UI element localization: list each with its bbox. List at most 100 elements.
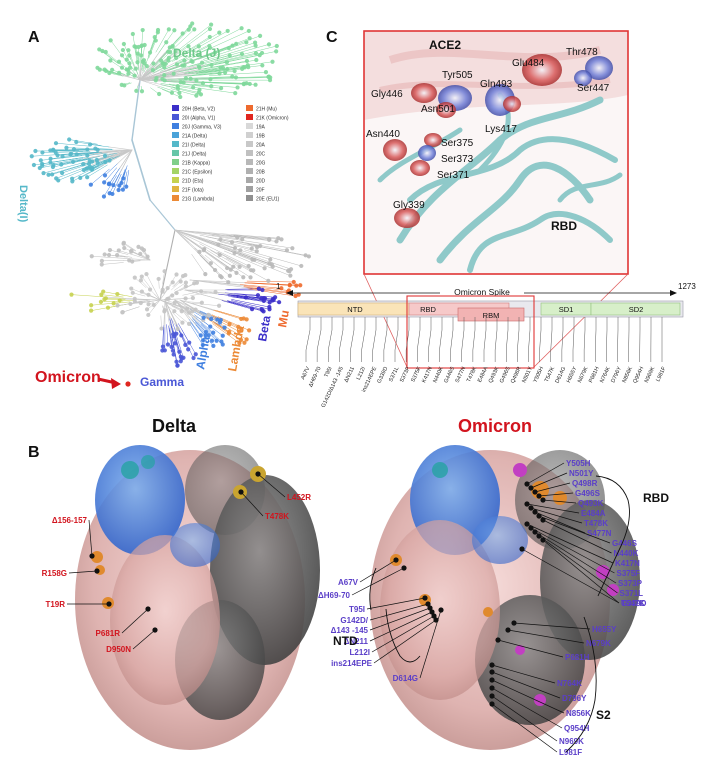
mutation-label: L452R	[287, 493, 311, 502]
spike-mutation-label: N969K	[644, 366, 657, 384]
mutation-label: N764K	[557, 679, 582, 688]
legend-label: 20C	[256, 152, 266, 158]
delta-title: Delta	[152, 416, 197, 436]
clade-label-alpha: Alpha	[193, 335, 213, 371]
rbd-ace2-structure: Gly446 Tyr505 Gln493 Glu484 Thr478 Ser447 Asn5…	[363, 30, 629, 368]
legend-swatch	[172, 168, 179, 174]
legend-swatch	[246, 150, 253, 156]
zoom-connector-right	[533, 273, 629, 368]
legend-swatch	[172, 186, 179, 192]
legend-swatch	[246, 159, 253, 165]
legend-label: 20F	[256, 188, 265, 194]
legend-swatch	[246, 132, 253, 138]
mutation-label: S477N	[587, 529, 612, 538]
rbd-highlight-box	[406, 295, 535, 369]
residue-surfaces	[383, 54, 613, 228]
mutation-label: K417N	[615, 559, 640, 568]
mutation-label: S371L	[620, 589, 644, 598]
mutation-label: D796Y	[562, 694, 587, 703]
legend-swatch	[172, 105, 179, 111]
mutation-label: P681H	[565, 653, 590, 662]
legend-label: 20H (Beta, V2)	[182, 107, 215, 113]
domain-sd1: SD1	[559, 305, 574, 314]
mutation-label: T19R	[45, 600, 65, 609]
clade-label-delta-i: Delta(I)	[17, 185, 29, 223]
mutation-label: Δ156-157	[52, 516, 88, 525]
clade-label-gamma: Gamma	[140, 375, 184, 389]
legend-label: 21D (Eta)	[182, 179, 204, 185]
legend-swatch	[172, 195, 179, 201]
legend-label: 21H (Mu)	[256, 107, 277, 113]
rbd-ribbon	[377, 92, 623, 273]
mutation-label: T547K	[621, 599, 645, 608]
mutation-label: N440K	[614, 549, 639, 558]
mutation-label: P681R	[96, 629, 121, 638]
clade-label-beta: Beta	[255, 314, 273, 342]
mutation-label: ΔN211	[344, 637, 369, 646]
mutation-label: H655Y	[592, 625, 617, 634]
zoom-connector-left	[363, 273, 408, 368]
spike-mutation-label: ΔN211	[344, 366, 356, 383]
legend-label: 20D	[256, 179, 266, 185]
legend-label: 19A	[256, 125, 266, 131]
legend-label: 20B	[256, 170, 266, 176]
legend-swatch	[246, 123, 253, 129]
legend-swatch	[172, 123, 179, 129]
domain-rbm: RBM	[483, 311, 500, 320]
mutation-label: Δ143 -145	[331, 626, 369, 635]
rbd-label: RBD	[551, 219, 577, 233]
legend-label: 21K (Omicron)	[256, 116, 289, 122]
delta-spike-structure	[75, 445, 320, 750]
legend-label: 21I (Delta)	[182, 143, 206, 149]
region-label-ntd: NTD	[333, 634, 358, 648]
legend-swatch	[246, 141, 253, 147]
legend-swatch	[246, 186, 253, 192]
region-label-s2: S2	[596, 708, 611, 722]
mutation-label: N679K	[586, 639, 611, 648]
residue-label: Lys417	[485, 124, 517, 135]
mutation-label: G496S	[575, 489, 601, 498]
domain-sd2: SD2	[629, 305, 644, 314]
legend-swatch	[246, 195, 253, 201]
spike-start: 1	[276, 282, 281, 291]
mutation-label: G446S	[612, 539, 638, 548]
mutation-label: G142D/	[340, 616, 368, 625]
residue-label: Ser375	[441, 138, 474, 149]
legend-label: 20J (Gamma, V3)	[182, 125, 222, 131]
spike-domain-map: 1 1273 Omicron Spike NTD RBD RBM SD1 SD2…	[276, 282, 696, 409]
mutation-label: S375F	[617, 569, 641, 578]
delta-mutation-leaders: L452R T478K Δ156-157 R158G T19R P681R D950N	[42, 471, 311, 654]
mutation-label: E484A	[581, 509, 606, 518]
residue-label: Glu484	[512, 58, 545, 69]
mutation-label: Q498R	[572, 479, 598, 488]
mutation-label: D950N	[106, 645, 131, 654]
legend-label: 21F (Iota)	[182, 188, 204, 194]
legend-label: 20A	[256, 143, 266, 149]
legend-label: 19B	[256, 134, 266, 140]
tree-legend: 20H (Beta, V2) 20I (Alpha, V1) 20J (Gamma,…	[168, 101, 306, 205]
clade-label-mu: Mu	[275, 309, 292, 328]
spike-mutation-label: L212I	[356, 366, 367, 381]
mutation-label: Q954H	[564, 724, 590, 733]
mutation-label: A67V	[338, 578, 359, 587]
mutation-label: G339D	[621, 599, 647, 608]
legend-label: 20G	[256, 161, 266, 167]
residue-label: Ser371	[437, 170, 470, 181]
legend-label: 21J (Delta)	[182, 152, 207, 158]
residue-label: Gly446	[371, 89, 403, 100]
legend-swatch	[172, 114, 179, 120]
residue-label: Tyr505	[442, 70, 473, 81]
mutation-label: ΔH69-70	[318, 591, 351, 600]
mutation-label: L212I	[350, 648, 370, 657]
mutation-label: T95I	[349, 605, 365, 614]
legend-swatch	[172, 141, 179, 147]
residue-label: Asn440	[366, 129, 400, 140]
residue-labels: Gly446 Tyr505 Gln493 Glu484 Thr478 Ser447 Asn5…	[366, 47, 610, 211]
mutation-label: Q493K	[578, 499, 604, 508]
region-brackets	[369, 475, 630, 753]
legend-swatch	[246, 177, 253, 183]
zoom-frame	[363, 30, 629, 275]
mutation-label: T478K	[584, 519, 608, 528]
